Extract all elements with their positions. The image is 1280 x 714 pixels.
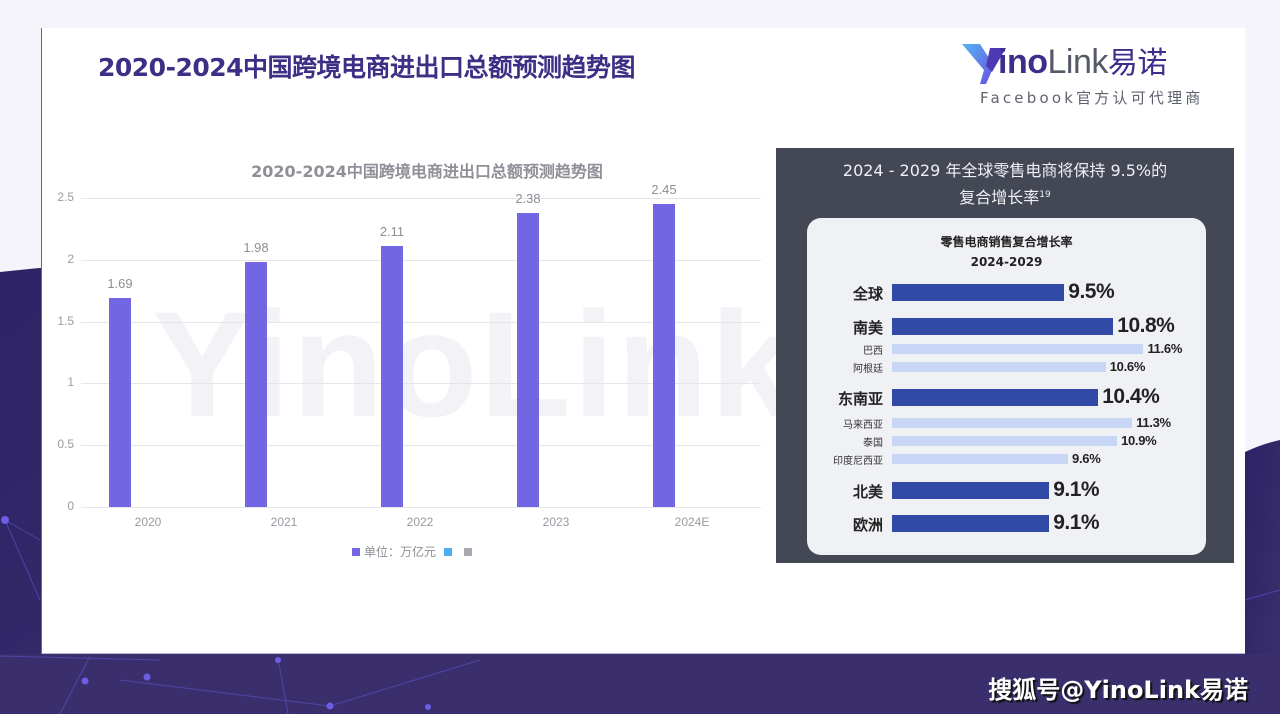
cagr-bar [892, 389, 1099, 406]
cagr-row-label: 马来西亚 [843, 420, 883, 431]
cagr-chart-title-text: 零售电商销售复合增长率 [940, 235, 1073, 249]
y-tick: 0.5 [57, 437, 74, 451]
cagr-bar [892, 418, 1133, 428]
gridline [81, 507, 761, 508]
cagr-value: 10.4% [1102, 385, 1160, 408]
logo-word-ino: ino [998, 43, 1048, 81]
y-tick: 1 [67, 375, 74, 389]
legend-label-unit: 单位：万亿元 [364, 545, 437, 559]
cagr-value: 11.6% [1147, 341, 1183, 356]
x-tick: 2021 [270, 515, 298, 529]
panel-title-line1: 2024 - 2029 年全球零售电商将保持 9.5%的 [842, 161, 1168, 180]
cagr-value: 9.1% [1053, 511, 1100, 534]
bar-value-label: 1.69 [107, 276, 133, 292]
logo-wordmark: inoLink易诺 [998, 40, 1167, 86]
cagr-value: 10.9% [1121, 433, 1157, 448]
cagr-bar [892, 482, 1050, 499]
cagr-value: 9.5% [1068, 280, 1115, 303]
cagr-row-label: 巴西 [863, 346, 883, 357]
cagr-bar [892, 284, 1065, 301]
cagr-row-label: 东南亚 [837, 390, 883, 408]
yinolink-logo-icon [962, 44, 1006, 84]
panel-title: 2024 - 2029 年全球零售电商将保持 9.5%的 复合增长率19 [776, 158, 1234, 210]
gridline [81, 260, 761, 261]
cagr-row-label: 南美 [852, 319, 883, 337]
chart-legend: 单位：万亿元 [352, 543, 473, 560]
x-tick: 2022 [406, 515, 434, 529]
logo-subtitle: Facebook官方认可代理商 [980, 89, 1204, 107]
cagr-row-label: 全球 [852, 285, 883, 303]
cagr-panel: 2024 - 2029 年全球零售电商将保持 9.5%的 复合增长率19 零售电… [776, 148, 1234, 563]
cagr-bar [892, 436, 1118, 446]
yinolink-logo: inoLink易诺 Facebook官方认可代理商 [960, 40, 1210, 110]
bar-value-label: 1.98 [243, 240, 269, 256]
cagr-value: 9.6% [1072, 451, 1101, 466]
cagr-bar [892, 362, 1106, 372]
bar-value-label: 2.45 [651, 182, 677, 198]
x-tick: 2020 [134, 515, 162, 529]
gridline [81, 322, 761, 323]
cagr-value: 9.1% [1053, 478, 1100, 501]
y-tick: 0 [67, 499, 74, 513]
cagr-chart-subtitle: 2024-2029 [970, 255, 1043, 269]
bar-2023 [517, 212, 539, 507]
cagr-value: 10.6% [1109, 359, 1146, 374]
bar-value-label: 2.38 [515, 190, 541, 206]
chart-title: 2020-2024中国跨境电商进出口总额预测趋势图 [251, 162, 603, 181]
footnote-ref: 19 [1039, 190, 1051, 200]
logo-word-cn: 易诺 [1107, 46, 1168, 81]
gridline [81, 445, 761, 446]
cagr-row-label: 泰国 [863, 438, 883, 449]
bar-2021 [245, 262, 267, 507]
cagr-bar [892, 344, 1144, 354]
bar-value-label: 2.11 [379, 224, 405, 240]
cagr-row-label: 北美 [852, 483, 883, 501]
x-tick: 2024E [674, 515, 710, 529]
cagr-value: 11.3% [1136, 415, 1171, 430]
cagr-bar [892, 454, 1069, 464]
logo-word-link: Link [1047, 43, 1108, 81]
slide-card: 2020-2024中国跨境电商进出口总额预测趋势图 inoLink易诺 Face… [41, 28, 1245, 654]
footer-credit: 搜狐号@YinoLink易诺 [988, 676, 1248, 704]
gridline [81, 383, 761, 384]
panel-title-line2: 复合增长率 [959, 188, 1040, 207]
cagr-value: 10.8% [1117, 314, 1175, 337]
x-tick: 2023 [542, 515, 570, 529]
cagr-bar [892, 515, 1050, 532]
y-tick: 1.5 [57, 314, 74, 328]
bar-2024E [653, 204, 675, 507]
legend-swatch-gray [464, 547, 473, 556]
bar-2022 [381, 246, 403, 507]
cagr-chart-title: 零售电商销售复合增长率 2024-2029 [807, 232, 1206, 272]
y-tick: 2.5 [57, 190, 74, 204]
cagr-row-label: 阿根廷 [853, 364, 883, 375]
cagr-row-label: 印度尼西亚 [833, 456, 883, 467]
y-tick: 2 [67, 252, 74, 266]
cagr-row-label: 欧洲 [852, 516, 883, 534]
page-title: 2020-2024中国跨境电商进出口总额预测趋势图 [98, 53, 636, 82]
bar-2020 [109, 298, 131, 507]
cagr-chart-card: 零售电商销售复合增长率 2024-2029 全球 9.5% 南美 10.8% 巴西 11.… [807, 218, 1206, 555]
legend-swatch-purple [352, 547, 360, 556]
cagr-bar [892, 318, 1114, 335]
legend-swatch-blue [444, 547, 453, 556]
bar-chart: YinoLink 2020-2024中国跨境电商进出口总额预测趋势图 0 0.5… [42, 28, 822, 588]
gridline [81, 198, 761, 199]
